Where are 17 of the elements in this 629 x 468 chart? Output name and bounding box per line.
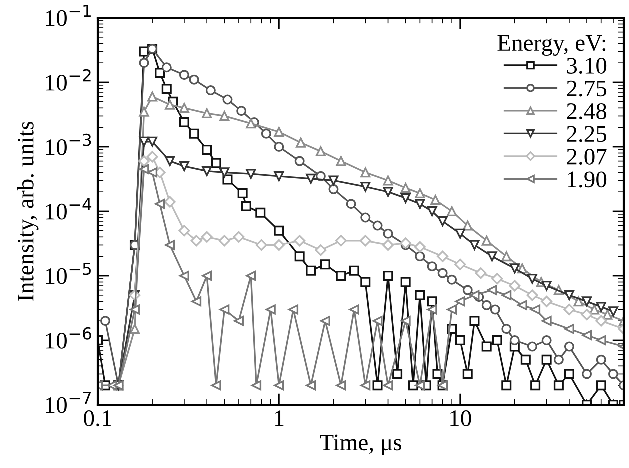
- y-tick-label: 10$^{−3}$: [46, 134, 92, 156]
- y-tick-label: 10$^{−2}$: [46, 69, 91, 91]
- x-tick-label: 10: [450, 410, 472, 426]
- legend-title: Energy, eV:: [498, 35, 606, 56]
- y-tick-label: 10$^{−1}$: [46, 4, 91, 26]
- x-axis-title: Time, μs: [320, 434, 402, 456]
- legend-label: 2.25: [567, 126, 607, 142]
- legend-label: 1.90: [568, 172, 607, 188]
- y-tick-label: 10$^{−4}$: [46, 198, 92, 220]
- legend-label: 2.48: [567, 103, 607, 120]
- legend-label: 2.07: [567, 148, 607, 165]
- y-axis-title: Intensity, arb. units: [17, 122, 39, 302]
- y-tick-label: 10$^{−5}$: [46, 262, 92, 284]
- x-tick-label: 1: [275, 410, 284, 426]
- y-tick-label: 10$^{−6}$: [46, 327, 92, 349]
- legend-label: 3.10: [567, 58, 607, 74]
- legend-label: 2.75: [567, 80, 607, 97]
